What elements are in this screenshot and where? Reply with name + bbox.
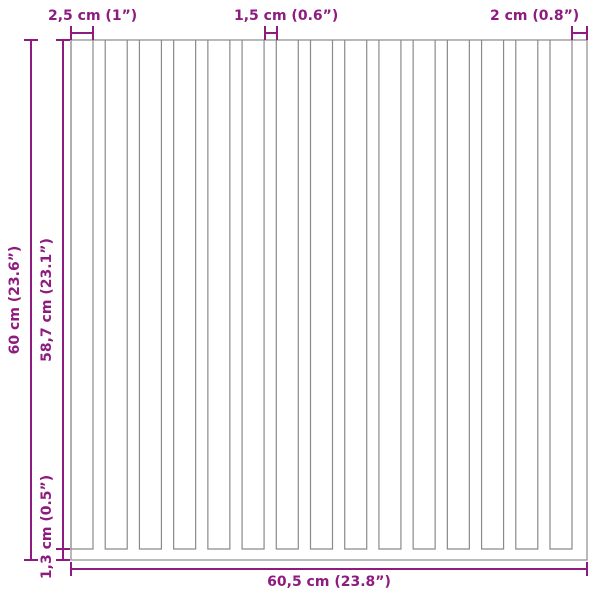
panel-border (70, 39, 588, 561)
slat-height-label: 58,7 cm (23.1”) (39, 238, 55, 362)
slat (138, 40, 163, 550)
total-width-label: 60,5 cm (23.8”) (267, 574, 391, 590)
slat (344, 40, 368, 550)
slat (275, 40, 299, 550)
slat (378, 40, 402, 550)
total-width-dimension: 60,5 cm (23.8”) (70, 562, 588, 590)
slats (70, 40, 573, 550)
slat (446, 40, 470, 550)
slat (412, 40, 436, 550)
total-height-dimension: 60 cm (23.6”) (7, 39, 38, 561)
base-height-label: 1,3 cm (0.5”) (39, 475, 55, 579)
gap-width-dimension: 1,5 cm (0.6”) (234, 8, 338, 40)
panel-outline (70, 39, 588, 561)
slat (515, 40, 539, 550)
total-height-label: 60 cm (23.6”) (7, 246, 23, 355)
slat-height-dimension: 58,7 cm (23.1”) (39, 39, 70, 550)
slat (207, 40, 231, 550)
gap-width-label: 1,5 cm (0.6”) (234, 8, 338, 24)
slat-width-label: 2,5 cm (1”) (48, 8, 137, 24)
base-height-dimension: 1,3 cm (0.5”) (39, 475, 70, 579)
slat (173, 40, 197, 550)
edge-width-dimension: 2 cm (0.8”) (490, 8, 588, 40)
slat (480, 40, 505, 550)
slat (309, 40, 334, 550)
slat (241, 40, 265, 550)
edge-width-label: 2 cm (0.8”) (490, 8, 579, 24)
slat (70, 40, 94, 550)
slat (549, 40, 573, 550)
slat (104, 40, 128, 550)
slat-width-dimension: 2,5 cm (1”) (48, 8, 137, 40)
